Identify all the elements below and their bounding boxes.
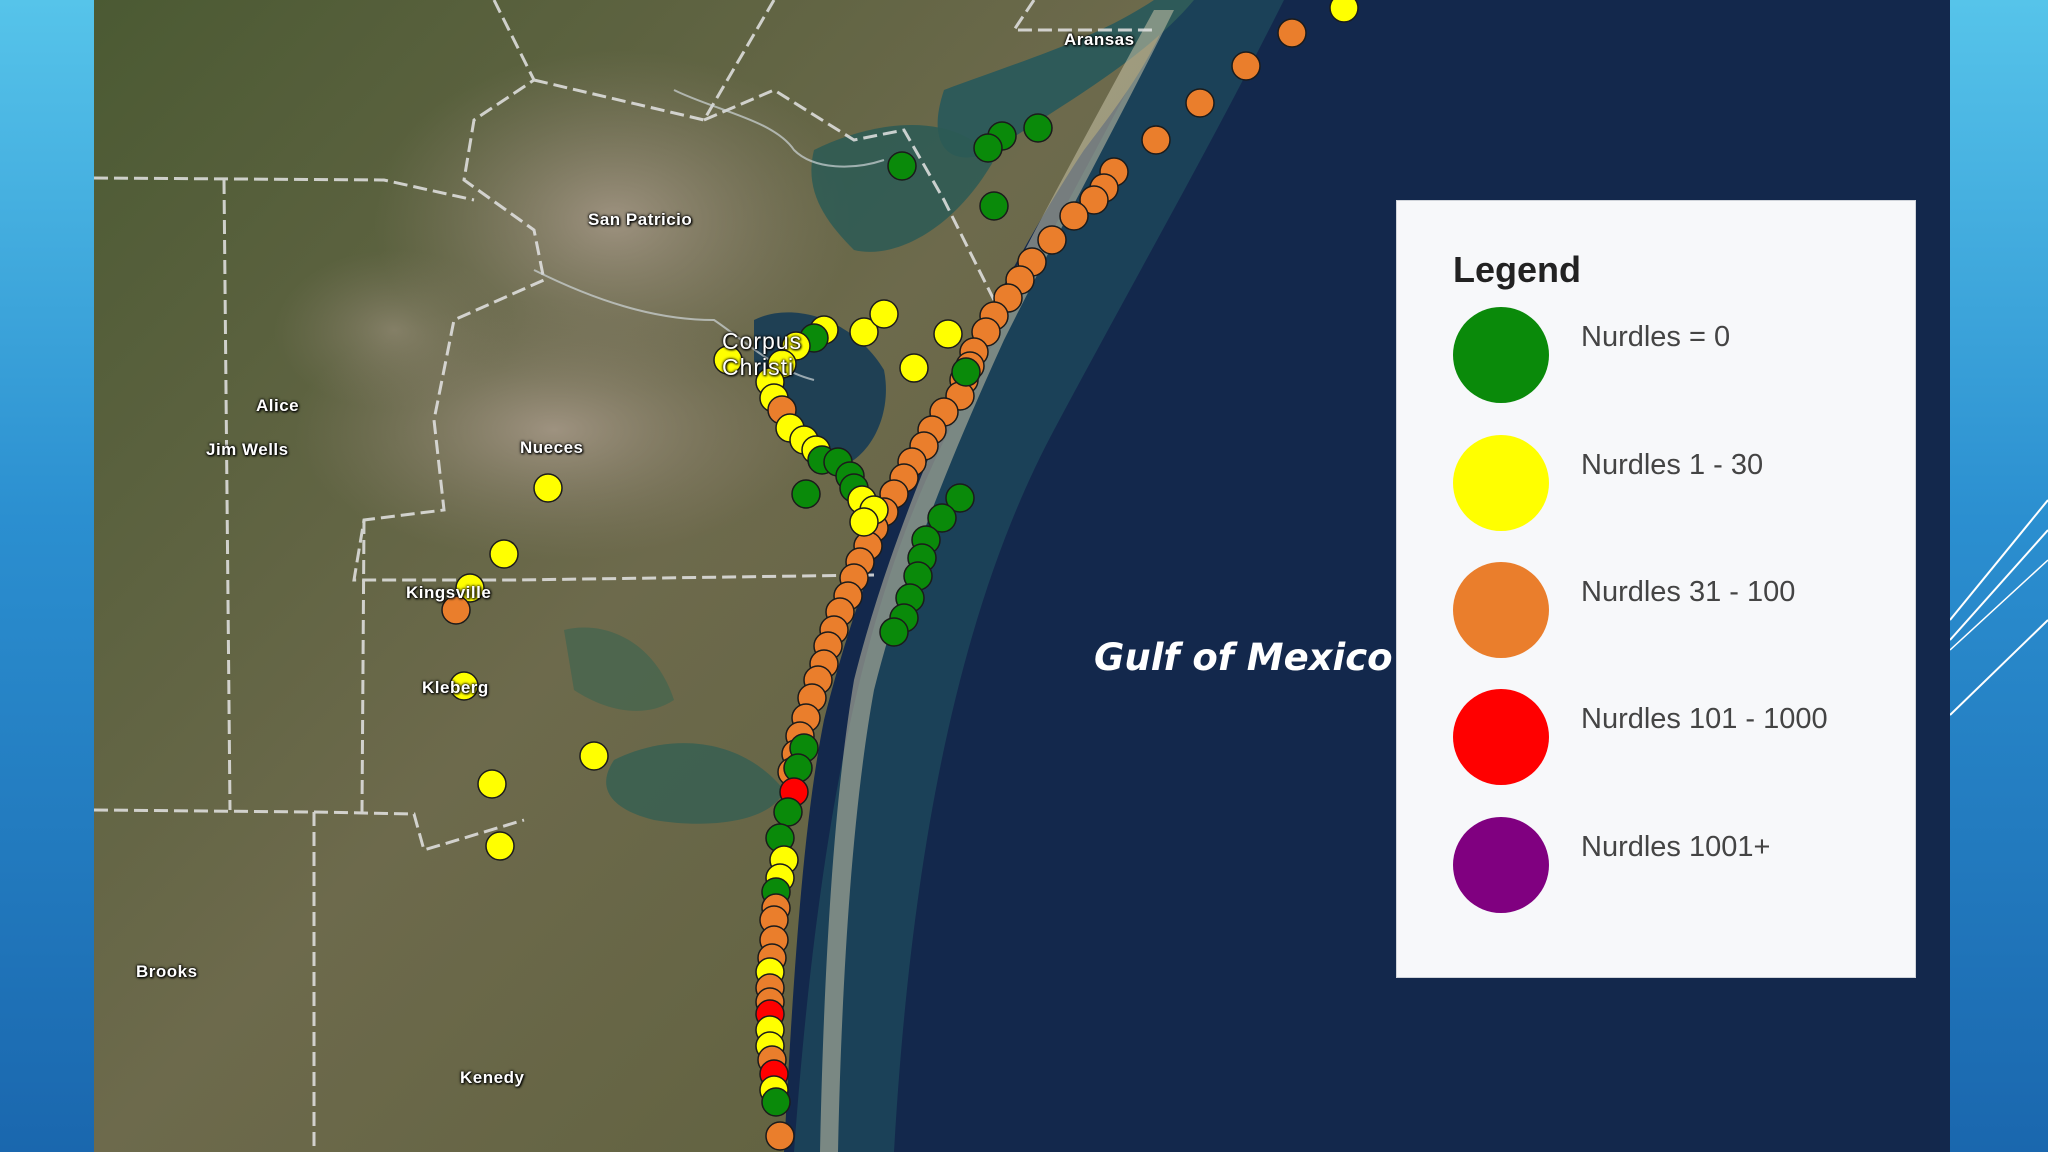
sample-point[interactable] <box>945 483 975 513</box>
gulf-of-mexico-label: Gulf of Mexico <box>1094 636 1393 679</box>
sample-point[interactable] <box>1231 51 1261 81</box>
legend-item-1001-plus: Nurdles 1001+ <box>1453 817 1893 917</box>
legend-label: Nurdles 1 - 30 <box>1581 449 1764 481</box>
yellow-circle-icon <box>1453 435 1549 531</box>
place-label-san-patricio: San Patricio <box>588 210 693 229</box>
slide-decoration-lines <box>1950 499 2048 716</box>
sample-point[interactable] <box>477 769 507 799</box>
place-label-brooks: Brooks <box>136 962 198 981</box>
legend-label: Nurdles 1001+ <box>1581 831 1771 863</box>
sample-point[interactable] <box>449 671 479 701</box>
sample-point[interactable] <box>951 357 981 387</box>
place-label-nueces: Nueces <box>520 438 584 457</box>
place-label-kleberg: Kleberg <box>422 678 489 697</box>
sample-point[interactable] <box>489 539 519 569</box>
sample-point[interactable] <box>791 479 821 509</box>
legend-title: Legend <box>1453 249 1582 290</box>
sample-point[interactable] <box>533 473 563 503</box>
legend-item-101-1000: Nurdles 101 - 1000 <box>1453 689 1893 789</box>
sample-point[interactable] <box>1037 225 1067 255</box>
map-legend: Legend Nurdles = 0 Nurdles 1 - 30 Nurdle… <box>1396 200 1916 978</box>
legend-label: Nurdles = 0 <box>1581 321 1731 353</box>
sample-point[interactable] <box>1079 185 1109 215</box>
legend-item-1-30: Nurdles 1 - 30 <box>1453 435 1893 535</box>
sample-point[interactable] <box>713 345 743 375</box>
legend-label: Nurdles 101 - 1000 <box>1581 703 1828 735</box>
sample-point[interactable] <box>869 299 899 329</box>
place-label-kenedy: Kenedy <box>460 1068 525 1087</box>
sample-point[interactable] <box>979 191 1009 221</box>
sample-point[interactable] <box>773 797 803 827</box>
sample-point[interactable] <box>765 1121 795 1151</box>
legend-item-zero: Nurdles = 0 <box>1453 307 1893 407</box>
place-label-corpus-christi: Corpus Christi <box>722 328 803 380</box>
sample-point[interactable] <box>1141 125 1171 155</box>
sample-point[interactable] <box>579 741 609 771</box>
legend-label: Nurdles 31 - 100 <box>1581 576 1796 608</box>
sample-point[interactable] <box>1023 113 1053 143</box>
sample-point[interactable] <box>933 319 963 349</box>
place-label-kingsville: Kingsville <box>406 583 492 602</box>
sample-point[interactable] <box>849 507 879 537</box>
orange-circle-icon <box>1453 562 1549 658</box>
sample-point[interactable] <box>1059 201 1089 231</box>
sample-point[interactable] <box>887 151 917 181</box>
sample-point[interactable] <box>441 595 471 625</box>
place-label-aransas: Aransas <box>1064 30 1135 49</box>
purple-circle-icon <box>1453 817 1549 913</box>
sample-point[interactable] <box>973 133 1003 163</box>
green-circle-icon <box>1453 307 1549 403</box>
place-label-jim-wells: Jim Wells <box>206 440 289 459</box>
place-label-alice: Alice <box>256 396 300 415</box>
legend-item-31-100: Nurdles 31 - 100 <box>1453 562 1893 662</box>
sample-point[interactable] <box>1277 18 1307 48</box>
nurdle-sample-points[interactable] <box>94 0 1950 1152</box>
sample-point[interactable] <box>761 1087 791 1117</box>
sample-point[interactable] <box>927 503 957 533</box>
red-circle-icon <box>1453 689 1549 785</box>
sample-point[interactable] <box>485 831 515 861</box>
sample-point[interactable] <box>899 353 929 383</box>
sample-point[interactable] <box>879 617 909 647</box>
sample-point[interactable] <box>783 753 813 783</box>
sample-point[interactable] <box>849 317 879 347</box>
sample-point[interactable] <box>455 573 485 603</box>
sample-point[interactable] <box>1329 0 1359 23</box>
sample-point[interactable] <box>1185 88 1215 118</box>
